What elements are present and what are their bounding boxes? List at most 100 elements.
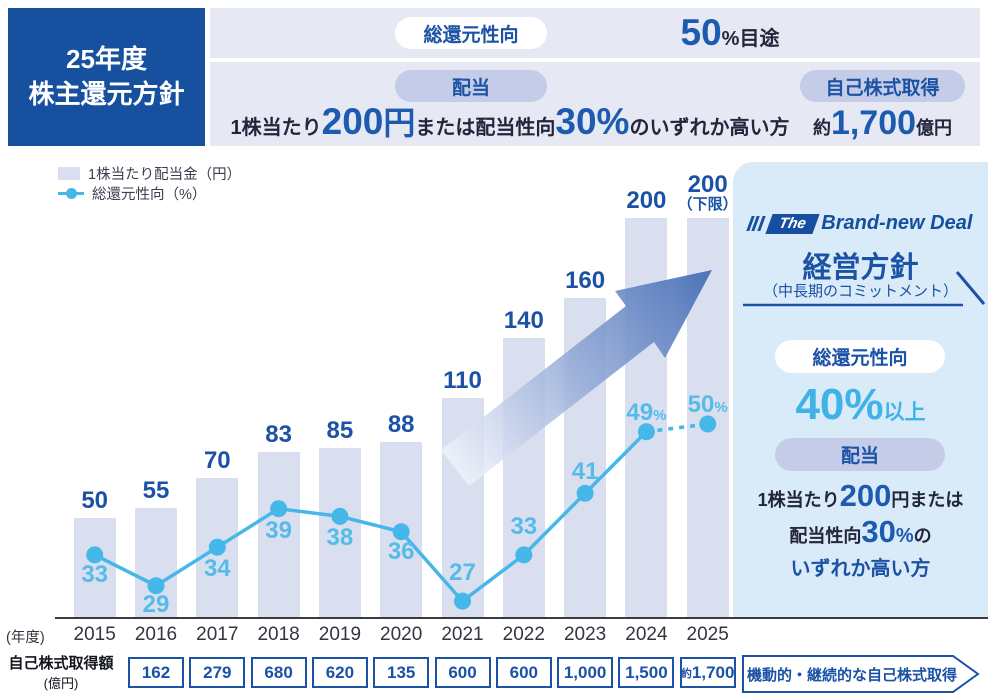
dividend-pill: 配当 xyxy=(395,70,547,102)
panel-total-return-number: 40% xyxy=(795,380,884,429)
total-return-pill: 総還元性向 xyxy=(395,17,547,49)
fiscal-year-title: 25年度 株主還元方針 xyxy=(8,8,205,146)
dividend-bar xyxy=(196,478,239,618)
dividend-bar-value: 110 xyxy=(443,366,482,394)
buyback-amount-cell: 1,500 xyxy=(618,657,675,688)
dividend-buyback-band: 配当 自己株式取得 1株当たり 200 円 または配当性向 30% のいずれか高… xyxy=(210,62,980,146)
panel-total-return-value: 40%以上 xyxy=(733,380,988,430)
panel-dividend-line3: いずれか高い方 xyxy=(790,558,931,580)
dividend-bar xyxy=(380,442,423,618)
panel-title: 経営方針 xyxy=(802,252,919,284)
total-return-value: 33 xyxy=(81,560,109,588)
dividend-amount: 200 xyxy=(321,101,384,142)
continuous-buyback-pennant xyxy=(742,655,980,693)
legend-item-line: 総還元性向（%） xyxy=(58,183,241,203)
buyback-amount-cell: 680 xyxy=(250,657,307,688)
panel-total-return-suffix: 以上 xyxy=(883,401,926,424)
x-axis-tick-label: 2018 xyxy=(257,624,300,645)
total-return-value: 34 xyxy=(203,555,231,583)
fiscal-year-title-line2: 株主還元方針 xyxy=(28,79,185,109)
buyback-amount-cell: 1,000 xyxy=(557,657,614,688)
total-return-target-suffix: %目途 xyxy=(721,28,780,50)
total-return-value: 33 xyxy=(510,512,538,540)
dividend-mid: または配当性向 xyxy=(415,117,556,139)
buyback-amount-cell: 279 xyxy=(189,657,246,688)
x-axis xyxy=(55,617,988,619)
panel-line1-num: 200 xyxy=(839,478,892,513)
x-axis-tick-label: 2017 xyxy=(196,624,239,645)
dividend-pre: 1株当たり xyxy=(230,117,322,139)
dividend-bar xyxy=(686,218,729,618)
x-axis-tick-label: 2016 xyxy=(134,624,178,645)
x-axis-tick-label: 2024 xyxy=(625,624,668,645)
brand-new-deal-logo: The Brand-new Deal xyxy=(733,212,988,235)
dividend-bar-value: 140 xyxy=(503,306,544,334)
chart-legend: 1株当たり配当金（円） 総還元性向（%） xyxy=(58,163,241,203)
dividend-policy-text: 1株当たり 200 円 または配当性向 30% のいずれか高い方 xyxy=(210,103,810,140)
x-axis-tick-label: 2019 xyxy=(318,624,362,645)
buyback-amount-cell: 600 xyxy=(434,657,491,688)
total-return-target-number: 50 xyxy=(680,12,722,53)
logo-stripes-icon xyxy=(745,216,766,231)
panel-dividend-line2: 配当性向30%の xyxy=(733,514,988,550)
continuous-buyback-note: 機動的・継続的な自己株式取得 xyxy=(746,667,957,684)
dividend-bar-value: 200 xyxy=(626,186,667,214)
buyback-amount-cell: 162 xyxy=(128,657,184,688)
buyback-amount-cell: 約 1,700 xyxy=(679,657,736,688)
total-return-value: 41 xyxy=(571,458,599,486)
x-axis-tick-label: 2015 xyxy=(73,624,116,645)
buyback-unit: 億円 xyxy=(916,118,953,138)
buyback-amount-cell: 135 xyxy=(373,657,430,688)
panel-line2-pre: 配当性向 xyxy=(789,526,862,546)
logo-the-badge: The xyxy=(764,213,819,234)
panel-line2-num: 30 xyxy=(861,514,896,549)
dividend-bar xyxy=(502,338,545,618)
dividend-unit: 円 xyxy=(383,105,416,141)
total-return-value: 50% xyxy=(687,391,728,418)
panel-subtitle: （中長期のコミットメント） xyxy=(762,283,958,300)
buyback-row-label-line2: (億円) xyxy=(43,676,79,691)
logo-the-text: The xyxy=(776,214,808,232)
bar-swatch-icon xyxy=(58,166,80,180)
panel-line2-post: の xyxy=(913,526,932,546)
x-axis-unit-label: (年度) xyxy=(6,630,45,646)
dividend-post: のいずれか高い方 xyxy=(629,117,790,139)
total-return-target: 50 %目途 xyxy=(610,14,850,51)
dividend-bar-value: 160 xyxy=(565,266,606,294)
x-axis-tick-label: 2022 xyxy=(502,624,545,645)
legend-item-bar: 1株当たり配当金（円） xyxy=(58,163,241,183)
panel-total-return-pill: 総還元性向 xyxy=(775,340,945,373)
panel-line1-pre: 1株当たり xyxy=(757,490,840,510)
line-swatch-icon xyxy=(58,187,84,199)
x-axis-tick-label: 2021 xyxy=(441,624,484,645)
buyback-amount-cell: 600 xyxy=(495,657,552,688)
dividend-bar-value: 55 xyxy=(142,476,170,504)
fiscal-year-title-line1: 25年度 xyxy=(66,43,147,74)
logo-brand-text: Brand-new Deal xyxy=(821,212,973,234)
management-policy-panel: The Brand-new Deal 経営方針 （中長期のコミットメント） 総還… xyxy=(733,162,988,618)
panel-dividend-pill: 配当 xyxy=(775,438,945,471)
panel-line2-pct: % xyxy=(895,525,914,547)
dividend-bar-value: 200 （下限） xyxy=(677,171,738,214)
dividend-bar-value: 88 xyxy=(387,410,415,438)
total-return-band: 総還元性向 50 %目途 xyxy=(210,8,980,58)
total-return-value: 27 xyxy=(449,559,476,587)
legend-bar-label: 1株当たり配当金（円） xyxy=(88,166,242,183)
panel-underline-swoosh-icon xyxy=(743,271,986,307)
dividend-bar-value: 70 xyxy=(203,446,231,474)
buyback-amount-cell: 620 xyxy=(311,657,368,688)
x-axis-tick-label: 2025 xyxy=(686,624,729,645)
x-axis-tick-label: 2020 xyxy=(380,624,423,645)
buyback-row-label: 自己株式取得額 (億円) xyxy=(2,652,120,692)
buyback-amount-text: 約 1,700 億円 xyxy=(800,106,965,140)
panel-line1-post: 円または xyxy=(891,490,964,510)
buyback-pill: 自己株式取得 xyxy=(800,70,965,102)
x-axis-tick-label: 2023 xyxy=(563,624,607,645)
legend-line-label: 総還元性向（%） xyxy=(92,186,207,203)
buyback-amount: 1,700 xyxy=(830,104,917,142)
dividend-payout-ratio: 30% xyxy=(555,101,630,142)
buyback-row-label-line1: 自己株式取得額 xyxy=(8,655,114,672)
total-return-value: 29 xyxy=(142,590,170,618)
panel-dividend-line1: 1株当たり200円または xyxy=(733,478,988,514)
